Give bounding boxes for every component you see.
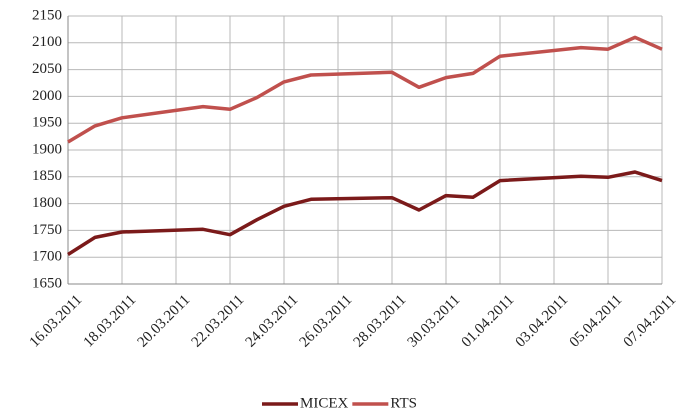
y-tick-label: 1750 <box>32 222 62 238</box>
y-tick-label: 2000 <box>32 88 62 104</box>
y-tick-label: 1850 <box>32 168 62 184</box>
x-tick-label: 18.03.2011 <box>81 292 140 351</box>
x-tick-label: 01.04.2011 <box>459 292 518 351</box>
legend-label: MICEX <box>300 395 349 411</box>
y-tick-label: 1900 <box>32 141 62 157</box>
series-line <box>67 170 663 256</box>
series-line <box>67 35 663 144</box>
x-tick-label: 24.03.2011 <box>243 292 302 351</box>
x-tick-label: 22.03.2011 <box>189 292 248 351</box>
y-tick-label: 2050 <box>32 61 62 77</box>
legend-label: RTS <box>390 395 417 411</box>
y-tick-label: 2150 <box>32 7 62 23</box>
x-tick-label: 30.03.2011 <box>405 292 464 351</box>
y-tick-label: 2100 <box>32 34 62 50</box>
x-tick-label: 05.04.2011 <box>567 292 626 351</box>
x-tick-label: 26.03.2011 <box>297 292 356 351</box>
y-tick-label: 1650 <box>32 275 62 291</box>
y-tick-label: 1800 <box>32 195 62 211</box>
x-tick-label: 03.04.2011 <box>513 292 572 351</box>
x-tick-label: 28.03.2011 <box>351 292 410 351</box>
y-tick-label: 1950 <box>32 115 62 131</box>
x-tick-label: 16.03.2011 <box>27 292 86 351</box>
x-tick-label: 20.03.2011 <box>135 292 194 351</box>
x-tick-label: 07.04.2011 <box>621 292 680 351</box>
y-tick-label: 1700 <box>32 249 62 265</box>
